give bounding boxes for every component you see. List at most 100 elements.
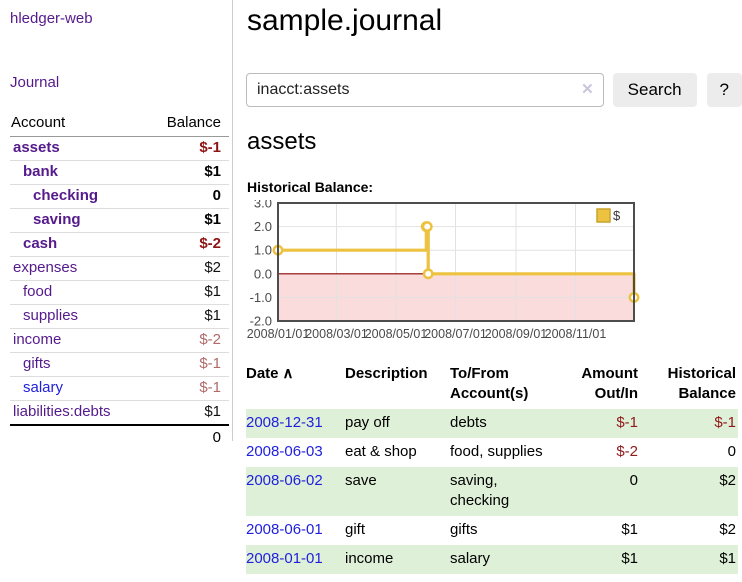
register-col-amount: Amount Out/In	[581, 365, 638, 402]
transaction-tofrom: debts	[450, 414, 487, 431]
transaction-date-link[interactable]: 2008-06-03	[246, 443, 323, 460]
account-link[interactable]: food	[23, 283, 53, 300]
chart-label: Historical Balance:	[247, 179, 374, 195]
transaction-date-link[interactable]: 2008-01-01	[246, 550, 323, 567]
svg-text:$: $	[613, 208, 621, 223]
transaction-description: pay off	[345, 414, 390, 431]
sidebar-item-journal[interactable]: Journal	[10, 74, 60, 91]
accounts-total-row: 0	[10, 424, 229, 450]
account-balance: $1	[145, 304, 229, 329]
register-col-balance: Historical Balance	[667, 365, 736, 402]
register-col-date[interactable]: Date ∧	[246, 365, 294, 382]
account-row: saving $1	[10, 208, 229, 233]
historical-balance-chart[interactable]: $3.0 2.0 1.0 0.0 -1.0 -2.02008/01/012008/03/0…	[246, 200, 742, 348]
account-row: assets $-1	[10, 136, 229, 161]
transaction-row: 2008-12-31 pay off debts $-1 $-1	[246, 409, 738, 438]
svg-text:2008/03/01: 2008/03/01	[305, 327, 368, 341]
svg-text:2008/07/01: 2008/07/01	[424, 327, 487, 341]
transaction-description: eat & shop	[345, 443, 417, 460]
sidebar: hledger-web Journal Account Balance asse…	[0, 0, 233, 450]
transaction-tofrom: food, supplies	[450, 443, 543, 460]
account-link[interactable]: liabilities:debts	[13, 403, 111, 420]
account-row: checking 0	[10, 184, 229, 209]
svg-text:3.0: 3.0	[254, 200, 272, 211]
sort-ascending-icon: ∧	[282, 365, 294, 382]
transaction-balance: 0	[727, 443, 736, 460]
svg-text:2008/11/01: 2008/11/01	[545, 327, 607, 341]
account-balance: $2	[145, 256, 229, 281]
transaction-description: save	[345, 472, 377, 489]
transaction-tofrom: gifts	[450, 521, 478, 538]
search-form: ✕ Search ?	[246, 73, 742, 107]
register-table: Date ∧ Description To/From Account(s) Amo…	[246, 362, 738, 574]
account-balance: $-1	[145, 136, 229, 161]
register-col-tofrom: To/From Account(s)	[450, 365, 529, 402]
transaction-tofrom: saving, checking	[450, 472, 510, 509]
page-title: sample.journal	[247, 4, 443, 37]
account-link[interactable]: supplies	[23, 307, 79, 324]
account-balance: $-2	[145, 328, 229, 353]
account-link[interactable]: income	[13, 331, 62, 348]
account-link[interactable]: assets	[13, 139, 60, 156]
search-button[interactable]: Search	[612, 73, 697, 107]
search-input[interactable]	[246, 73, 604, 107]
svg-text:0.0: 0.0	[254, 266, 272, 281]
transaction-row: 2008-06-01 gift gifts $1 $2	[246, 516, 738, 545]
transaction-amount: $1	[621, 521, 638, 538]
account-row: liabilities:debts $1	[10, 400, 229, 426]
transaction-amount: $1	[621, 550, 638, 567]
account-row: salary $-1	[10, 376, 229, 401]
transaction-balance: $-1	[714, 414, 736, 431]
transaction-balance: $2	[719, 472, 736, 489]
account-balance: $1	[145, 400, 229, 426]
account-row: supplies $1	[10, 304, 229, 329]
app-title-link[interactable]: hledger-web	[10, 10, 93, 27]
transaction-amount: 0	[629, 472, 638, 489]
transaction-date-link[interactable]: 2008-06-02	[246, 472, 323, 489]
account-link[interactable]: bank	[23, 163, 59, 180]
transaction-tofrom: salary	[450, 550, 491, 567]
accounts-table: Account Balance assets $-1 bank $1 check…	[10, 112, 229, 450]
main-content: sample.journal ✕ Search ? assets Histori…	[246, 0, 742, 574]
transaction-row: 2008-06-02 save saving, checking 0 $2	[246, 467, 738, 516]
transaction-date-link[interactable]: 2008-12-31	[246, 414, 323, 431]
account-link[interactable]: expenses	[13, 259, 78, 276]
svg-text:2008/09/01: 2008/09/01	[485, 327, 548, 341]
svg-text:-2.0: -2.0	[250, 314, 272, 329]
account-heading: assets	[247, 128, 317, 155]
svg-text:1.0: 1.0	[254, 243, 272, 258]
transaction-balance: $1	[719, 550, 736, 567]
accounts-col-account: Account	[10, 112, 146, 137]
account-link[interactable]: cash	[23, 235, 58, 252]
account-balance: $1	[145, 280, 229, 305]
account-row: income $-2	[10, 328, 229, 353]
transaction-amount: $-2	[616, 443, 638, 460]
account-balance: $-1	[145, 376, 229, 401]
transaction-date-link[interactable]: 2008-06-01	[246, 521, 323, 538]
account-balance: $-1	[145, 352, 229, 377]
account-link[interactable]: gifts	[23, 355, 51, 372]
accounts-total: 0	[145, 424, 229, 450]
help-button[interactable]: ?	[706, 73, 742, 107]
transaction-amount: $-1	[616, 414, 638, 431]
transaction-description: income	[345, 550, 394, 567]
account-balance: $1	[145, 208, 229, 233]
account-link[interactable]: saving	[33, 211, 81, 228]
account-link[interactable]: salary	[23, 379, 64, 396]
transaction-description: gift	[345, 521, 366, 538]
account-row: bank $1	[10, 160, 229, 185]
account-balance: $1	[145, 160, 229, 185]
account-balance: 0	[145, 184, 229, 209]
svg-text:2008/05/01: 2008/05/01	[365, 327, 428, 341]
transaction-row: 2008-06-03 eat & shop food, supplies $-2…	[246, 438, 738, 467]
transaction-row: 2008-01-01 income salary $1 $1	[246, 545, 738, 574]
account-row: expenses $2	[10, 256, 229, 281]
register-col-description: Description	[345, 365, 428, 382]
accounts-col-balance: Balance	[145, 112, 229, 137]
svg-text:2.0: 2.0	[254, 219, 272, 234]
account-row: cash $-2	[10, 232, 229, 257]
account-row: food $1	[10, 280, 229, 305]
account-row: gifts $-1	[10, 352, 229, 377]
account-link[interactable]: checking	[33, 187, 99, 204]
clear-search-icon[interactable]: ✕	[581, 81, 594, 98]
